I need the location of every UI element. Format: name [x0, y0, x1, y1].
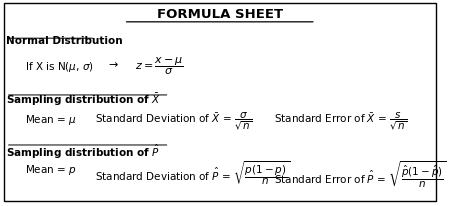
Text: FORMULA SHEET: FORMULA SHEET — [157, 7, 283, 20]
Text: Standard Error of $\hat{P}$ = $\sqrt{\dfrac{\hat{p}(1-\hat{p})}{n}}$: Standard Error of $\hat{P}$ = $\sqrt{\df… — [274, 159, 447, 188]
Text: Mean = $\mu$: Mean = $\mu$ — [26, 112, 77, 126]
Text: Normal Distribution: Normal Distribution — [6, 36, 122, 46]
Text: $z = \dfrac{x-\mu}{\sigma}$: $z = \dfrac{x-\mu}{\sigma}$ — [135, 55, 183, 77]
Text: Standard Error of $\bar{X}$ = $\dfrac{s}{\sqrt{n}}$: Standard Error of $\bar{X}$ = $\dfrac{s}… — [274, 109, 408, 131]
Text: Mean = $p$: Mean = $p$ — [26, 162, 77, 176]
Text: $\rightarrow$: $\rightarrow$ — [106, 59, 119, 69]
Text: Sampling distribution of $\hat{P}$: Sampling distribution of $\hat{P}$ — [6, 142, 160, 160]
Text: Sampling distribution of $\bar{X}$: Sampling distribution of $\bar{X}$ — [6, 92, 161, 108]
Text: Standard Deviation of $\bar{X}$ = $\dfrac{\sigma}{\sqrt{n}}$: Standard Deviation of $\bar{X}$ = $\dfra… — [95, 109, 252, 131]
Text: If X is N($\mu$, $\sigma$): If X is N($\mu$, $\sigma$) — [26, 59, 94, 73]
Text: Standard Deviation of $\hat{P}$ = $\sqrt{\dfrac{p(1-p)}{n}}$: Standard Deviation of $\hat{P}$ = $\sqrt… — [95, 159, 291, 187]
